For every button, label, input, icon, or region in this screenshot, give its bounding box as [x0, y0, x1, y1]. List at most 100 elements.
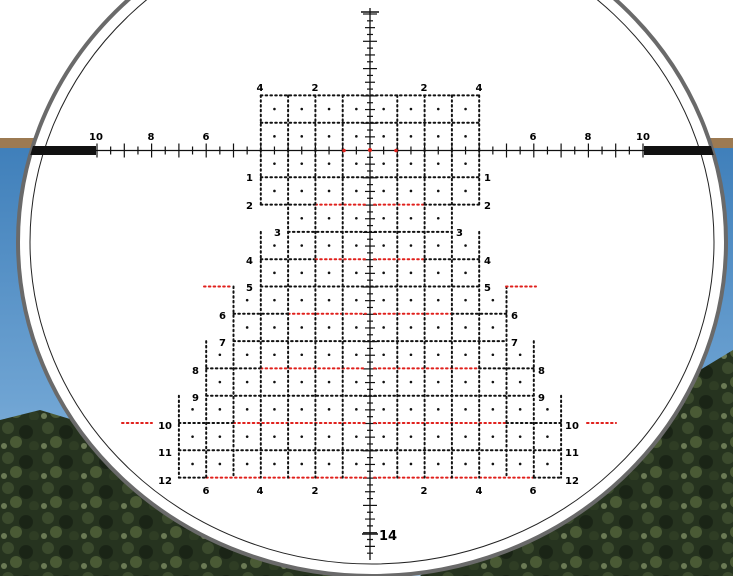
cell-dot	[546, 435, 549, 438]
cell-dot	[273, 298, 276, 302]
cell-dot	[518, 462, 522, 466]
cell-dot	[245, 462, 249, 466]
cell-dot	[409, 298, 413, 302]
cell-dot	[491, 353, 495, 357]
cell-dot	[218, 380, 222, 384]
cell-dot	[436, 326, 440, 329]
cell-dot	[327, 326, 331, 329]
cell-dot	[382, 380, 385, 384]
row-label-left-11: 11	[158, 448, 172, 459]
cell-dot	[491, 326, 495, 329]
cell-dot	[245, 380, 249, 384]
cell-dot	[218, 408, 222, 411]
cell-dot	[273, 462, 276, 466]
cell-dot	[518, 408, 522, 411]
cell-dot	[245, 298, 249, 302]
cell-dot	[436, 189, 440, 193]
cell-dot	[464, 189, 467, 193]
cell-dot	[327, 135, 331, 138]
crosshair-reticle	[28, 8, 714, 560]
cell-dot	[409, 216, 413, 220]
cell-dot	[327, 189, 331, 193]
cell-dot	[464, 408, 467, 411]
cell-dot	[464, 107, 467, 111]
cell-dot	[300, 298, 304, 302]
cell-dot	[355, 298, 358, 302]
cell-dot	[382, 298, 385, 302]
cell-dot	[300, 271, 304, 275]
red-aim-dot	[368, 148, 372, 152]
reticle-labels: 4 2 2 4 10 8 6 6 8 10 1 1 2 2 3 3 4 4 5 …	[89, 83, 650, 544]
row-label-left-9: 9	[192, 393, 199, 404]
cell-dot	[464, 380, 467, 384]
cell-dot	[355, 244, 358, 247]
cell-dot	[245, 353, 249, 357]
cell-dot	[409, 189, 413, 193]
cell-dot	[382, 107, 385, 111]
row-label-right-10: 10	[565, 421, 579, 432]
cell-dot	[409, 162, 413, 165]
cell-dot	[355, 107, 358, 111]
red-aim-dot	[342, 148, 346, 153]
cell-dot	[273, 435, 276, 438]
cell-dot	[273, 380, 276, 384]
cell-dot	[327, 244, 331, 247]
cell-dot	[355, 162, 358, 165]
cell-dot	[464, 435, 467, 438]
cell-dot	[327, 107, 331, 111]
row-label-left-7: 7	[219, 338, 226, 349]
cell-dot	[245, 435, 249, 438]
scope-lens	[16, 0, 728, 576]
cell-dot	[436, 107, 440, 111]
cell-dot	[191, 408, 194, 411]
cell-dot	[409, 244, 413, 247]
cell-dot	[464, 162, 467, 165]
cell-dot	[300, 326, 304, 329]
cell-dot	[409, 135, 413, 138]
bottom-label-right-4: 4	[476, 486, 483, 497]
cell-dot	[355, 353, 358, 357]
cell-dot	[436, 408, 440, 411]
cell-dot	[464, 462, 467, 466]
top-label-right-4: 4	[476, 83, 483, 94]
cell-dot	[382, 162, 385, 165]
cell-dot	[273, 244, 276, 247]
cell-dot	[382, 189, 385, 193]
cell-dot	[491, 380, 495, 384]
cell-dot	[273, 189, 276, 193]
cell-dot	[355, 271, 358, 275]
row-label-left-1: 1	[246, 173, 253, 184]
cell-dot	[191, 435, 194, 438]
row-label-left-3: 3	[274, 228, 281, 239]
cell-dot	[300, 408, 304, 411]
cell-dot	[409, 408, 413, 411]
hline-label-right-10: 10	[636, 132, 650, 143]
row-label-right-2: 2	[484, 201, 491, 212]
top-label-left-4: 4	[257, 83, 264, 94]
cell-dot	[355, 435, 358, 438]
cell-dot	[464, 353, 467, 357]
cell-dot	[464, 135, 467, 138]
hline-label-left-10: 10	[89, 132, 103, 143]
cell-dot	[518, 435, 522, 438]
row-label-right-5: 5	[484, 283, 491, 294]
cell-dot	[382, 216, 385, 220]
bottom-label-left-6: 6	[203, 486, 210, 497]
row-label-right-1: 1	[484, 173, 491, 184]
cell-dot	[491, 435, 495, 438]
cell-dot	[355, 189, 358, 193]
cell-dot	[218, 462, 222, 466]
cell-dot	[273, 107, 276, 111]
bottom-label-left-4: 4	[257, 486, 264, 497]
cell-dot	[518, 380, 522, 384]
bottom-label-left-2: 2	[312, 486, 319, 497]
cell-dot	[382, 435, 385, 438]
cell-dot	[409, 107, 413, 111]
cell-dot	[300, 380, 304, 384]
hline-label-left-6: 6	[203, 132, 210, 143]
cell-dot	[327, 408, 331, 411]
cell-dot	[355, 408, 358, 411]
cell-dot	[518, 353, 522, 357]
row-label-right-6: 6	[511, 311, 518, 322]
cell-dot	[218, 353, 222, 357]
